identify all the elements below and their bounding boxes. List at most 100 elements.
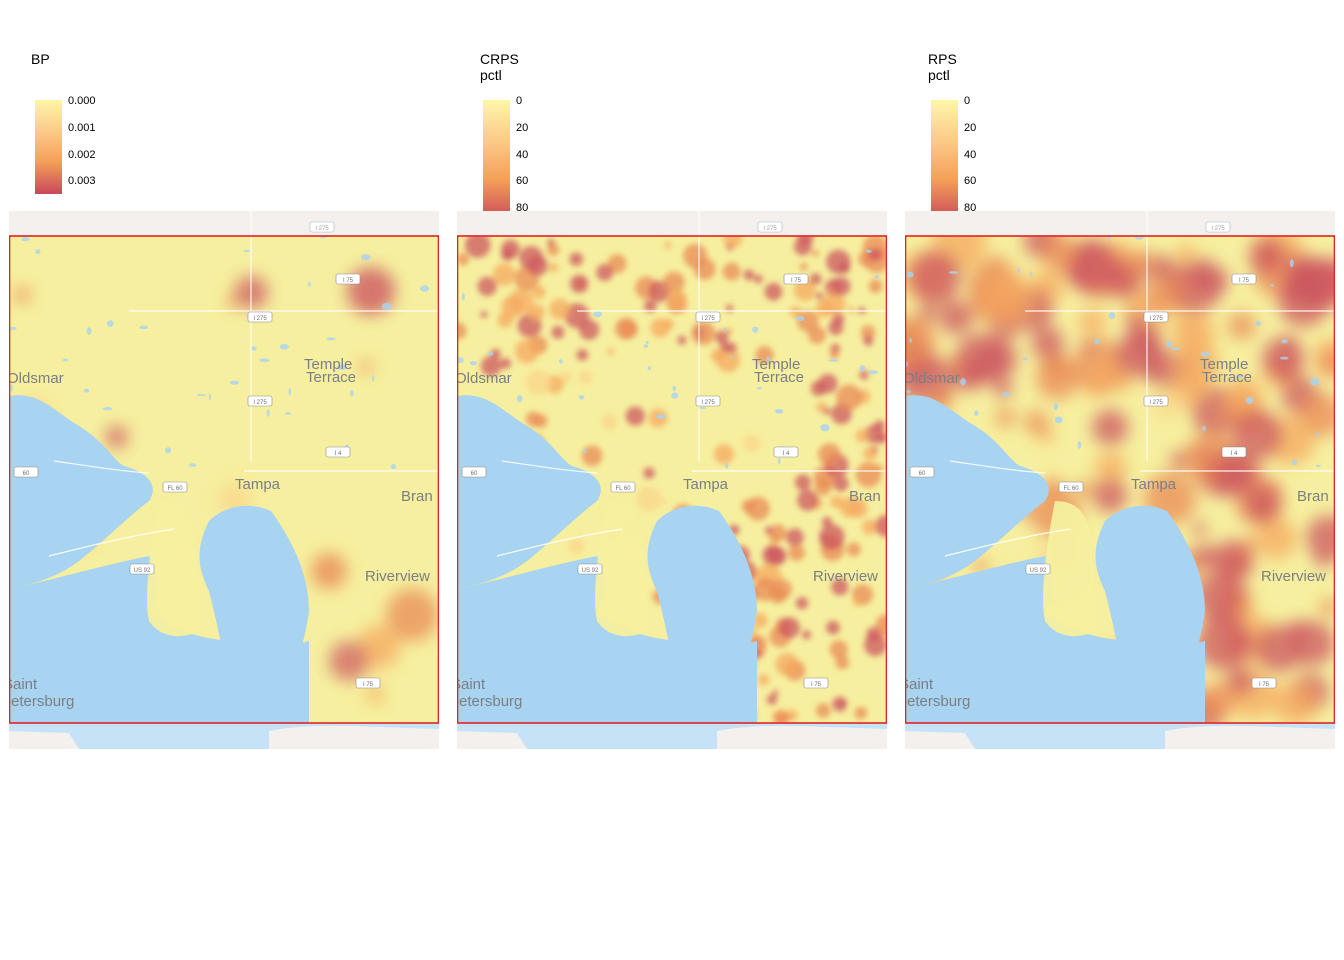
lakes-layer: [9, 232, 429, 470]
colorbar-tick-label: 20: [516, 121, 529, 134]
road-shield: I 75: [783, 273, 809, 285]
colorbar-tick-label: 0: [516, 95, 523, 107]
svg-text:I 275: I 275: [701, 400, 715, 406]
road-shield: I 275: [1143, 311, 1169, 323]
place-label: Temple: [304, 356, 352, 373]
panel-rps: RPS pctl 0 20 40 60 80 I 275 I 75 I 275 I 275 I 4 6…: [0, 0, 1335, 760]
svg-text:I 75: I 75: [363, 682, 374, 688]
svg-text:60: 60: [919, 471, 926, 477]
place-label: Oldsmar: [457, 370, 512, 387]
svg-text:I 275: I 275: [763, 226, 777, 232]
colorbar-tick-label: 80: [516, 202, 529, 215]
road-shield: I 4: [1221, 446, 1247, 458]
map-crps: I 275 I 75 I 275 I 275 I 4 60 FL 60 US 92 I 75 Ta…: [457, 211, 887, 749]
colorbar-tick-label: 60: [964, 175, 977, 188]
svg-text:I 75: I 75: [1239, 278, 1250, 284]
svg-text:I 275: I 275: [1149, 316, 1163, 322]
colorbar-tick-label: 0: [964, 95, 971, 107]
svg-text:I 4: I 4: [1231, 451, 1238, 457]
road-shield: 60: [13, 466, 39, 478]
legend-title: CRPS pctl: [480, 51, 519, 83]
svg-text:I 275: I 275: [253, 400, 267, 406]
place-label: Temple: [752, 356, 800, 373]
map-canvas: I 275 I 75 I 275 I 275 I 4 60 FL 60 US 92 I 75 Ta…: [905, 211, 1335, 749]
map-rps: I 275 I 75 I 275 I 275 I 4 60 FL 60 US 92 I 75 Ta…: [905, 211, 1335, 749]
road-shield: I 4: [773, 446, 799, 458]
place-label: Terrace: [306, 369, 356, 386]
legend-title: RPS pctl: [928, 51, 957, 83]
colorbar: [483, 100, 510, 221]
svg-text:I 4: I 4: [335, 451, 342, 457]
map-canvas: I 275 I 75 I 275 I 275 I 4 60 FL 60 US 92 I 75 Ta…: [9, 211, 439, 749]
colorbar-tick-label: 40: [516, 148, 529, 161]
panel-crps: CRPS pctl 0 20 40 60 80 I 275 I 75 I 275 I 275 I 4…: [0, 0, 887, 760]
lakes-layer: [457, 249, 879, 469]
lakes-layer: [905, 235, 1321, 467]
svg-text:I 4: I 4: [783, 451, 790, 457]
place-label: Tampa: [683, 476, 729, 493]
svg-text:I 75: I 75: [811, 682, 822, 688]
legend-title: BP: [31, 51, 50, 67]
svg-text:I 275: I 275: [701, 316, 715, 322]
place-label: Terrace: [1202, 369, 1252, 386]
colorbar-tick-label: 20: [964, 121, 977, 134]
water-layer: [905, 395, 1205, 749]
place-label: Oldsmar: [9, 370, 64, 387]
place-label: Terrace: [754, 369, 804, 386]
panel-bp: BP 0.000 0.001 0.002 0.003 I 275 I 75 I 275 I 27…: [0, 0, 440, 760]
colorbar: [35, 100, 62, 194]
map-bp: I 275 I 75 I 275 I 275 I 4 60 FL 60 US 92 I 75 Ta…: [9, 211, 439, 749]
study-boundary: [457, 235, 887, 724]
colorbar-tick-label: 0.000: [68, 95, 96, 107]
road-shield: US 92: [1025, 563, 1051, 575]
place-label: Temple: [1200, 356, 1248, 373]
road-shield: I 275: [247, 311, 273, 323]
place-label: Petersburg: [457, 693, 522, 710]
roads-layer: [496, 211, 887, 557]
study-boundary: [905, 235, 1335, 724]
place-label: Saint: [457, 676, 486, 693]
place-label: Riverview: [365, 568, 430, 585]
roads-layer: [944, 211, 1335, 557]
svg-text:FL 60: FL 60: [167, 486, 183, 492]
colorbar-tick-label: 60: [516, 175, 529, 188]
colorbar-tick-label: 80: [964, 202, 977, 215]
colorbar-tick-label: 0.003: [68, 175, 96, 188]
road-shield: I 4: [325, 446, 351, 458]
colorbar-tick-label: 0.001: [68, 121, 96, 134]
road-shield: I 275: [695, 395, 721, 407]
place-label: Bran: [401, 488, 433, 505]
svg-text:I 75: I 75: [791, 278, 802, 284]
water-layer: [9, 395, 309, 749]
place-label: Oldsmar: [905, 370, 960, 387]
colorbar-tick-label: 0.002: [68, 148, 96, 161]
svg-text:US 92: US 92: [134, 568, 151, 574]
map-canvas: I 275 I 75 I 275 I 275 I 4 60 FL 60 US 92 I 75 Ta…: [457, 211, 887, 749]
road-shield: I 275: [695, 311, 721, 323]
place-label: Saint: [905, 676, 934, 693]
road-shield: I 75: [1231, 273, 1257, 285]
place-label: Petersburg: [905, 693, 970, 710]
road-shield: I 75: [803, 677, 829, 689]
water-layer: [457, 395, 757, 749]
road-shield: I 275: [247, 395, 273, 407]
svg-text:FL 60: FL 60: [615, 486, 631, 492]
place-label: Saint: [9, 676, 38, 693]
svg-text:I 275: I 275: [1211, 226, 1225, 232]
study-boundary: [9, 235, 439, 724]
road-shield: I 75: [1251, 677, 1277, 689]
road-shield: 60: [909, 466, 935, 478]
road-shield: US 92: [577, 563, 603, 575]
colorbar: [931, 100, 958, 221]
place-label: Tampa: [1131, 476, 1177, 493]
svg-text:I 275: I 275: [315, 226, 329, 232]
svg-text:US 92: US 92: [582, 568, 599, 574]
road-shield: US 92: [129, 563, 155, 575]
road-shield: FL 60: [1058, 481, 1084, 493]
road-shield: I 275: [309, 221, 335, 233]
svg-text:I 75: I 75: [1259, 682, 1270, 688]
road-shield: I 75: [335, 273, 361, 285]
svg-text:US 92: US 92: [1030, 568, 1047, 574]
road-shield: FL 60: [610, 481, 636, 493]
place-label: Petersburg: [9, 693, 74, 710]
